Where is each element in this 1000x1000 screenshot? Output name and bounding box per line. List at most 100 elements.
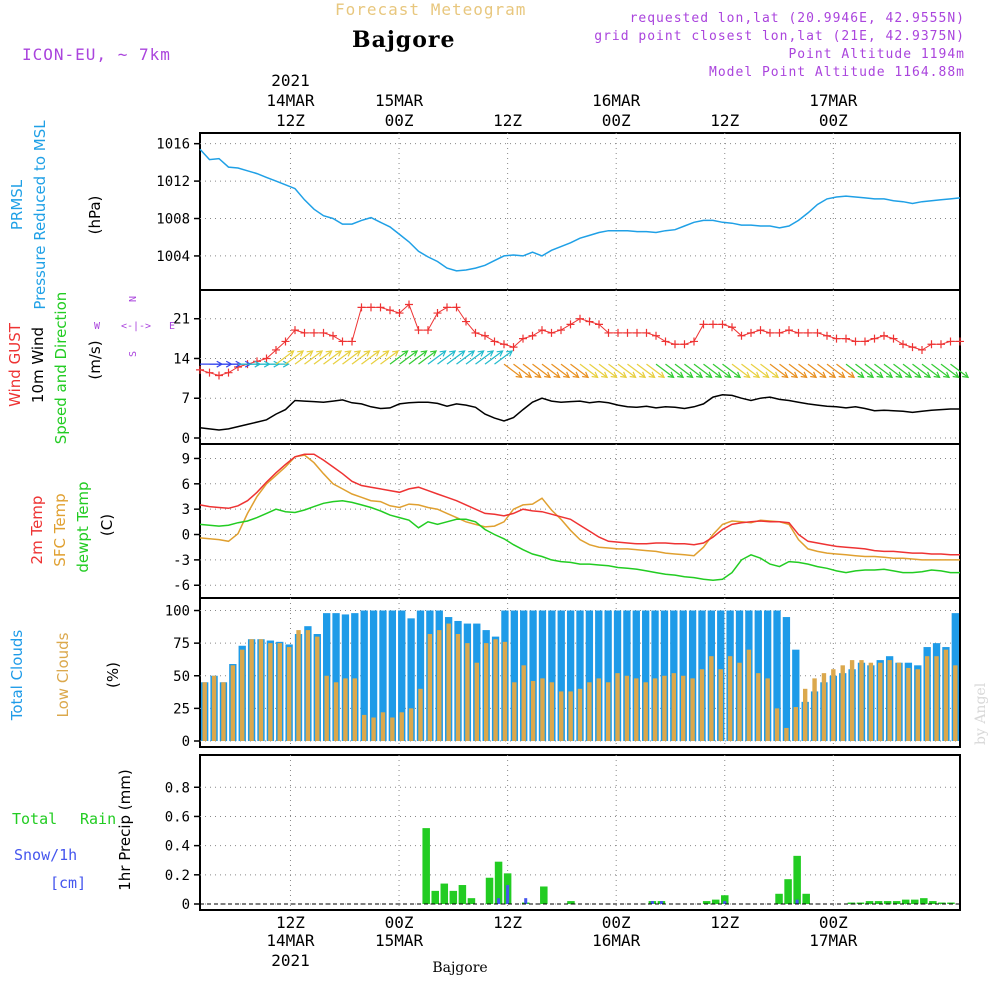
gust-marker xyxy=(718,320,727,329)
total-cloud-bar xyxy=(529,610,537,741)
low-cloud-bar xyxy=(521,665,526,741)
y-tick-label: 0 xyxy=(182,897,190,913)
wind-arrow xyxy=(579,363,598,378)
wind-arrow-head xyxy=(306,350,314,357)
rain-bar xyxy=(856,902,865,904)
precip-unit-label: 1hr Precip (mm) xyxy=(116,769,134,890)
low-cloud-bar xyxy=(333,682,339,741)
wind-arrow xyxy=(655,363,674,378)
gust-marker xyxy=(509,343,518,352)
total-cloud-bar xyxy=(548,610,556,741)
low-cloud-bar xyxy=(249,639,254,741)
rain-bar xyxy=(567,901,575,904)
wind-arrow-head xyxy=(335,350,343,357)
gust-marker xyxy=(310,328,318,337)
wind-arrow-head xyxy=(762,371,770,379)
total-cloud-bar xyxy=(595,610,603,741)
wind-arrow xyxy=(674,363,693,378)
low-cloud-bar xyxy=(390,717,395,741)
wind-arrow-head xyxy=(686,371,694,379)
wind-arrow-head xyxy=(572,371,580,379)
gust-marker xyxy=(452,303,461,312)
low-cloud-bar xyxy=(465,643,470,741)
low-cloud-bar xyxy=(934,656,939,741)
total-cloud-bar xyxy=(379,610,387,741)
rain-bar xyxy=(938,902,946,904)
low-cloud-bar xyxy=(530,680,536,741)
wind-arrow xyxy=(826,363,845,378)
wind-arrow-head xyxy=(952,371,960,379)
low-cloud-bar xyxy=(793,707,798,741)
gust-marker xyxy=(870,334,879,343)
wind-arrow-head xyxy=(772,371,780,379)
low-cloud-bar xyxy=(286,647,292,741)
wind-arrow xyxy=(722,363,741,378)
bottom-axis-label: 00Z xyxy=(602,913,631,932)
y-tick-label: -6 xyxy=(173,578,190,594)
model-point-altitude: Model Point Altitude 1164.88m xyxy=(709,65,965,80)
rain-bar xyxy=(721,895,729,904)
wind-arrow-head xyxy=(430,350,438,357)
wind-arrow-head xyxy=(648,371,656,379)
gust-marker xyxy=(528,331,537,340)
wind-arrow-head xyxy=(449,350,457,357)
total-cloud-bar xyxy=(782,617,791,741)
temp-2m-label: 2m Temp xyxy=(28,496,46,565)
wind-arrow xyxy=(541,363,560,378)
wind-arrow-head xyxy=(582,371,590,379)
rain-bar xyxy=(865,901,874,904)
total-cloud-bar xyxy=(642,610,650,741)
wind-arrow xyxy=(940,363,959,378)
bottom-axis-label: 00Z xyxy=(385,913,414,932)
low-cloud-bar xyxy=(953,665,958,741)
top-axis-label: 15MAR xyxy=(375,91,424,110)
wind-arrow xyxy=(275,350,294,365)
wind-arrow-head xyxy=(876,371,884,379)
wind-unit: (m/s) xyxy=(86,340,104,379)
wind-arrow xyxy=(570,363,589,378)
panel-frame-pressure xyxy=(199,132,961,291)
bottom-axis-label: 12Z xyxy=(710,913,739,932)
low-cloud-bar xyxy=(549,682,555,741)
wind-arrow-head xyxy=(282,360,290,368)
rain-bar xyxy=(793,855,801,904)
y-tick-label: 0.4 xyxy=(165,839,190,855)
gust-marker xyxy=(699,320,708,329)
rain-label-total: Total xyxy=(12,810,57,828)
wind-arrow-head xyxy=(705,371,713,379)
top-axis-label: 12Z xyxy=(710,111,739,130)
wind-arrow xyxy=(636,363,655,378)
wind-arrow xyxy=(921,363,940,378)
snow-bar xyxy=(659,901,663,904)
total-cloud-bar xyxy=(576,610,584,741)
y-tick-label: 0 xyxy=(182,528,190,544)
wind-arrow xyxy=(864,363,883,378)
gust-marker xyxy=(357,303,366,312)
y-tick-label: 50 xyxy=(173,669,190,685)
bottom-axis-label: 12Z xyxy=(493,913,522,932)
y-tick-label: 100 xyxy=(165,604,190,620)
bottom-axis-label: 15MAR xyxy=(375,931,424,950)
gust-marker xyxy=(300,328,309,337)
gust-marker xyxy=(462,317,470,326)
wind-arrow-head xyxy=(753,371,761,379)
low-cloud-bar xyxy=(240,649,245,741)
wind-arrow xyxy=(741,363,760,378)
wind-arrow xyxy=(950,363,969,378)
gust-marker xyxy=(908,343,917,352)
low-cloud-bar xyxy=(437,630,442,741)
wind-arrow xyxy=(693,363,712,378)
top-axis-label: 00Z xyxy=(385,111,414,130)
rain-bar xyxy=(901,899,910,904)
gust-marker xyxy=(338,337,347,346)
low-cloud-bar xyxy=(587,682,592,741)
gust-marker xyxy=(386,306,394,315)
low-cloud-bar xyxy=(324,675,329,741)
low-cloud-bar xyxy=(399,712,404,741)
wind-arrow xyxy=(370,350,389,365)
gust-marker xyxy=(728,323,736,332)
sfc-temp-line xyxy=(199,454,960,561)
gust-marker xyxy=(424,326,432,335)
wind-arrow-head xyxy=(857,371,865,379)
wind-arrow-head xyxy=(867,371,875,379)
